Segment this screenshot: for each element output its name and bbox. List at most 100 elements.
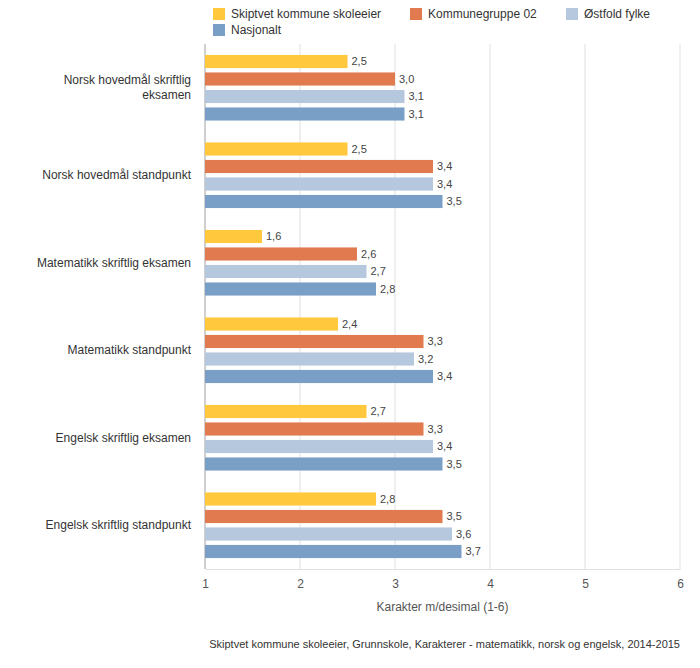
- plot: 2,5 2,5 1,6 2,4 2,7 2,8 3,0 3,4 2,6 3,3 3,3 3,5 3,1 3…: [37, 44, 684, 614]
- legend-label: Kommunegruppe 02: [428, 7, 537, 21]
- category-label: Engelsk skriftlig eksamen: [56, 431, 191, 445]
- data-label: 2,6: [361, 248, 376, 260]
- bar: [205, 265, 367, 278]
- data-label: 3,4: [437, 178, 452, 190]
- legend: Skiptvet kommune skoleeier Kommunegruppe …: [213, 7, 650, 37]
- data-label: 3,1: [409, 90, 424, 102]
- chart-container: 2,5 2,5 1,6 2,4 2,7 2,8 3,0 3,4 2,6 3,3 3,3 3,5 3,1 3…: [0, 0, 700, 668]
- bar: [205, 440, 433, 453]
- tick: 6: [677, 569, 684, 591]
- data-label: 3,4: [437, 370, 452, 382]
- data-label: 2,4: [342, 318, 357, 330]
- tick: 4: [487, 569, 494, 591]
- bar: [205, 335, 424, 348]
- data-labels: 2,5 2,5 1,6 2,4 2,7 2,8 3,0 3,4 2,6 3,3 3,3 3,5 3,1 3…: [266, 55, 481, 557]
- tick: 3: [392, 569, 399, 591]
- data-label: 3,4: [437, 160, 452, 172]
- y-axis-line: [205, 44, 206, 569]
- grid-line: [680, 44, 681, 569]
- bar: [205, 457, 443, 470]
- tick: 1: [202, 569, 209, 591]
- bar: [205, 527, 452, 540]
- legend-label: Skiptvet kommune skoleeier: [231, 7, 381, 21]
- data-label: 2,7: [371, 405, 386, 417]
- legend-item: Skiptvet kommune skoleeier: [213, 7, 381, 21]
- category-label: Matematikk skriftlig eksamen: [37, 256, 191, 270]
- bar: [205, 422, 424, 435]
- bars: [205, 55, 462, 558]
- bar: [205, 72, 395, 85]
- bar: [205, 230, 262, 243]
- legend-swatch: [213, 8, 225, 20]
- x-axis: 1 2 3 4 5 6: [202, 569, 684, 591]
- legend-swatch: [213, 24, 225, 36]
- legend-label: Nasjonalt: [231, 23, 282, 37]
- bar: [205, 492, 376, 505]
- legend-item: Kommunegruppe 02: [410, 7, 537, 21]
- bars-inner: [205, 55, 462, 558]
- legend-swatch: [410, 8, 422, 20]
- grid-line: [395, 44, 396, 569]
- bar: [205, 545, 462, 558]
- series: [205, 72, 443, 523]
- tick-label: 1: [202, 577, 209, 591]
- tick-label: 4: [487, 577, 494, 591]
- bar: [205, 142, 348, 155]
- category-label: Engelsk skriftlig standpunkt: [46, 518, 192, 532]
- data-label: 2,5: [352, 143, 367, 155]
- bar: [205, 195, 443, 208]
- data-label: 3,0: [399, 73, 414, 85]
- bar: [205, 405, 367, 418]
- legend-swatch: [566, 8, 578, 20]
- bar: [205, 90, 405, 103]
- bar: [205, 352, 414, 365]
- bar: [205, 107, 405, 120]
- series: [205, 107, 462, 558]
- data-label: 3,5: [447, 195, 462, 207]
- bar: [205, 177, 433, 190]
- data-label: 1,6: [266, 230, 281, 242]
- data-label: 3,7: [466, 545, 481, 557]
- category-label: Norsk hovedmål standpunkt: [42, 168, 191, 182]
- legend-item: Nasjonalt: [213, 23, 282, 37]
- bar: [205, 247, 357, 260]
- data-label: 2,5: [352, 55, 367, 67]
- bar: [205, 55, 348, 68]
- chart-svg: 2,5 2,5 1,6 2,4 2,7 2,8 3,0 3,4 2,6 3,3 3,3 3,5 3,1 3…: [0, 0, 700, 668]
- data-label: 2,8: [380, 283, 395, 295]
- grid-line: [205, 44, 206, 569]
- data-label: 3,4: [437, 440, 452, 452]
- y-axis: Norsk hovedmål skriftligeksamen Norsk hov…: [37, 73, 192, 532]
- legend-item: Østfold fylke: [566, 7, 650, 21]
- bar: [205, 317, 338, 330]
- caption: Skiptvet kommune skoleeier, Grunnskole, …: [209, 638, 680, 650]
- bar: [205, 160, 433, 173]
- grid-line: [490, 44, 491, 569]
- tick-label: 2: [297, 577, 304, 591]
- tick-label: 6: [677, 577, 684, 591]
- tick-label: 3: [392, 577, 399, 591]
- category-label: Matematikk standpunkt: [68, 343, 192, 357]
- tick: 2: [297, 569, 304, 591]
- series: [205, 55, 376, 506]
- series: [205, 90, 452, 541]
- data-label: 2,7: [371, 265, 386, 277]
- data-label: 3,1: [409, 108, 424, 120]
- data-label: 3,3: [428, 423, 443, 435]
- tick-label: 5: [582, 577, 589, 591]
- data-label: 3,2: [418, 353, 433, 365]
- data-label: 3,3: [428, 335, 443, 347]
- data-label: 3,5: [447, 458, 462, 470]
- data-label: 3,6: [456, 528, 471, 540]
- bar: [205, 370, 433, 383]
- bar: [205, 282, 376, 295]
- category-label: Norsk hovedmål skriftligeksamen: [64, 73, 191, 102]
- axis-line: [206, 569, 681, 570]
- tick: 5: [582, 569, 589, 591]
- legend-label: Østfold fylke: [584, 7, 650, 21]
- grid: [205, 44, 680, 569]
- bar: [205, 510, 443, 523]
- data-label: 2,8: [380, 493, 395, 505]
- data-label: 3,5: [447, 510, 462, 522]
- grid-line: [300, 44, 301, 569]
